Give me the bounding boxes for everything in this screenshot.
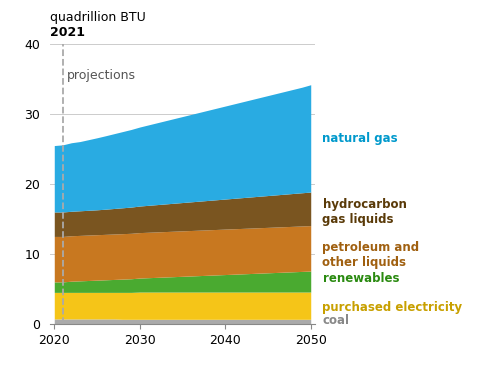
Text: quadrillion BTU: quadrillion BTU	[50, 11, 146, 24]
Text: purchased electricity: purchased electricity	[322, 301, 462, 314]
Text: 2021: 2021	[50, 26, 85, 39]
Text: coal: coal	[322, 314, 349, 327]
Text: natural gas: natural gas	[322, 132, 398, 145]
Text: projections: projections	[67, 69, 136, 82]
Text: renewables: renewables	[322, 272, 399, 284]
Text: petroleum and
other liquids: petroleum and other liquids	[322, 241, 420, 269]
Text: hydrocarbon
gas liquids: hydrocarbon gas liquids	[322, 198, 406, 226]
